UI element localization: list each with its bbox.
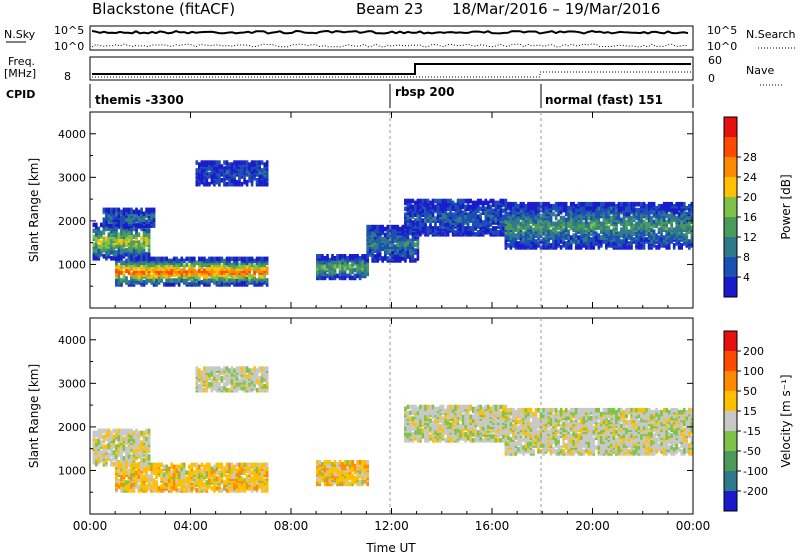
nsearch-label: N.Search xyxy=(746,28,796,41)
colorbar-tick-label-1: 4 xyxy=(743,271,750,284)
scatter-region-5 xyxy=(316,254,369,281)
nsearch-tick-top: 10^5 xyxy=(707,24,737,37)
y-tick-label-2: 2000 xyxy=(58,421,86,434)
y-axis-label: Slant Range [km] xyxy=(27,158,41,262)
colorbar-tick-label-1: 200 xyxy=(743,345,764,358)
colorbar-swatch xyxy=(724,371,737,391)
nave-trace xyxy=(92,71,691,78)
colorbar-frame xyxy=(723,330,738,512)
x-tick-label-3: 08:00 xyxy=(274,519,309,533)
velocity-panel: 1000 2000 3000 4000 00:00 04:00 08:00 12:00 16:0… xyxy=(27,317,793,533)
freq-unit: [MHz] xyxy=(4,67,36,80)
colorbar-swatch xyxy=(724,197,737,217)
nave-tick-bottom: 0 xyxy=(708,72,715,85)
scatter-region-2 xyxy=(115,462,269,493)
colorbar-swatch xyxy=(724,451,737,471)
colorbar-tick-label-8: -200 xyxy=(743,485,768,498)
beam-label: Beam 23 xyxy=(356,0,423,18)
x-tick-label-7: 00:00 xyxy=(676,519,711,533)
freq-panel xyxy=(89,56,694,81)
x-tick-label-2: 04:00 xyxy=(173,519,208,533)
x-axis-label: Time UT xyxy=(365,541,416,554)
colorbar-tick-label-2: 8 xyxy=(743,251,750,264)
colorbar-swatch xyxy=(724,471,737,491)
colorbar-tick-label-6: 24 xyxy=(743,171,757,184)
scatter-region-3 xyxy=(195,366,269,393)
nsky-tick-bottom: 10^0 xyxy=(54,40,84,53)
colorbar-swatch xyxy=(724,277,737,297)
power-panel: 1000 2000 3000 4000 Slant Range [km] 4 8 12 16 20… xyxy=(27,111,793,309)
y-axis-label: Slant Range [km] xyxy=(27,364,41,468)
date-range: 18/Mar/2016 – 19/Mar/2016 xyxy=(452,0,660,18)
colorbar-tick-label-3: 50 xyxy=(743,385,757,398)
freq-trace xyxy=(92,63,691,75)
colorbar-tick-label-2: 100 xyxy=(743,365,764,378)
nave-tick-top: 60 xyxy=(708,54,722,67)
colorbar-tick-label-5: 20 xyxy=(743,191,757,204)
colorbar-swatch xyxy=(724,217,737,237)
colorbar-tick-label-6: -50 xyxy=(743,445,761,458)
colorbar-tick-label-4: 16 xyxy=(743,211,757,224)
y-tick-label-4: 4000 xyxy=(58,334,86,347)
colorbar-label: Velocity [m s⁻¹] xyxy=(779,374,793,467)
freq-label: Freq. xyxy=(8,55,35,68)
cpid-segment-1: themis -3300 xyxy=(95,93,184,107)
colorbar-swatch xyxy=(724,137,737,157)
station-title: Blackstone (fitACF) xyxy=(92,0,235,18)
y-tick-label-3: 3000 xyxy=(58,171,86,184)
y-tick-label-3: 3000 xyxy=(58,377,86,390)
scatter-region-4 xyxy=(195,160,269,187)
cpid-label: CPID xyxy=(6,88,35,101)
colorbar-swatch xyxy=(724,351,737,371)
scatter-region-1 xyxy=(92,428,151,467)
colorbar-label: Power [dB] xyxy=(779,174,793,239)
colorbar-swatch xyxy=(724,331,737,351)
colorbar-swatch xyxy=(724,117,737,137)
y-tick-label-2: 2000 xyxy=(58,215,86,228)
scatter-region-2 xyxy=(102,207,156,228)
x-tick-label-6: 20:00 xyxy=(575,519,610,533)
colorbar-tick-label-7: 28 xyxy=(743,151,757,164)
colorbar-swatch xyxy=(724,411,737,431)
nsky-panel xyxy=(89,25,694,51)
colorbar-swatch xyxy=(724,157,737,177)
scatter-region-1 xyxy=(92,222,151,261)
colorbar-tick-label-7: -100 xyxy=(743,465,768,478)
y-tick-label-4: 4000 xyxy=(58,128,86,141)
nsky-trace xyxy=(91,29,689,35)
nave-label: Nave xyxy=(746,64,774,77)
colorbar-swatch xyxy=(724,257,737,277)
x-tick-label-4: 12:00 xyxy=(374,519,409,533)
scatter-region-7 xyxy=(404,198,508,237)
colorbar-swatch xyxy=(724,491,737,511)
y-tick-label-1: 1000 xyxy=(58,258,86,271)
colorbar-swatch xyxy=(724,391,737,411)
colorbar-swatch xyxy=(724,237,737,257)
colorbar-tick-label-4: 15 xyxy=(743,405,757,418)
cpid-segment-3: normal (fast) 151 xyxy=(545,93,663,107)
colorbar-swatch xyxy=(724,431,737,451)
nsearch-trace xyxy=(91,43,689,48)
colorbar-swatch xyxy=(724,177,737,197)
x-tick-label-1: 00:00 xyxy=(73,519,108,533)
x-tick-label-5: 16:00 xyxy=(475,519,510,533)
scatter-region-8 xyxy=(504,201,694,250)
y-tick-label-1: 1000 xyxy=(58,464,86,477)
nsky-label: N.Sky xyxy=(4,28,36,41)
nsearch-tick-bottom: 10^0 xyxy=(707,40,737,53)
scatter-region-4 xyxy=(316,460,369,487)
scatter-region-5 xyxy=(404,404,508,443)
colorbar-tick-label-5: -15 xyxy=(743,425,761,438)
cpid-segment-2: rbsp 200 xyxy=(395,85,454,99)
scatter-region-3 xyxy=(115,256,269,287)
nsky-tick-top: 10^5 xyxy=(54,24,84,37)
freq-tick: 8 xyxy=(64,70,71,83)
colorbar-tick-label-3: 12 xyxy=(743,231,757,244)
scatter-region-6 xyxy=(504,407,694,456)
colorbar-frame xyxy=(723,116,738,298)
